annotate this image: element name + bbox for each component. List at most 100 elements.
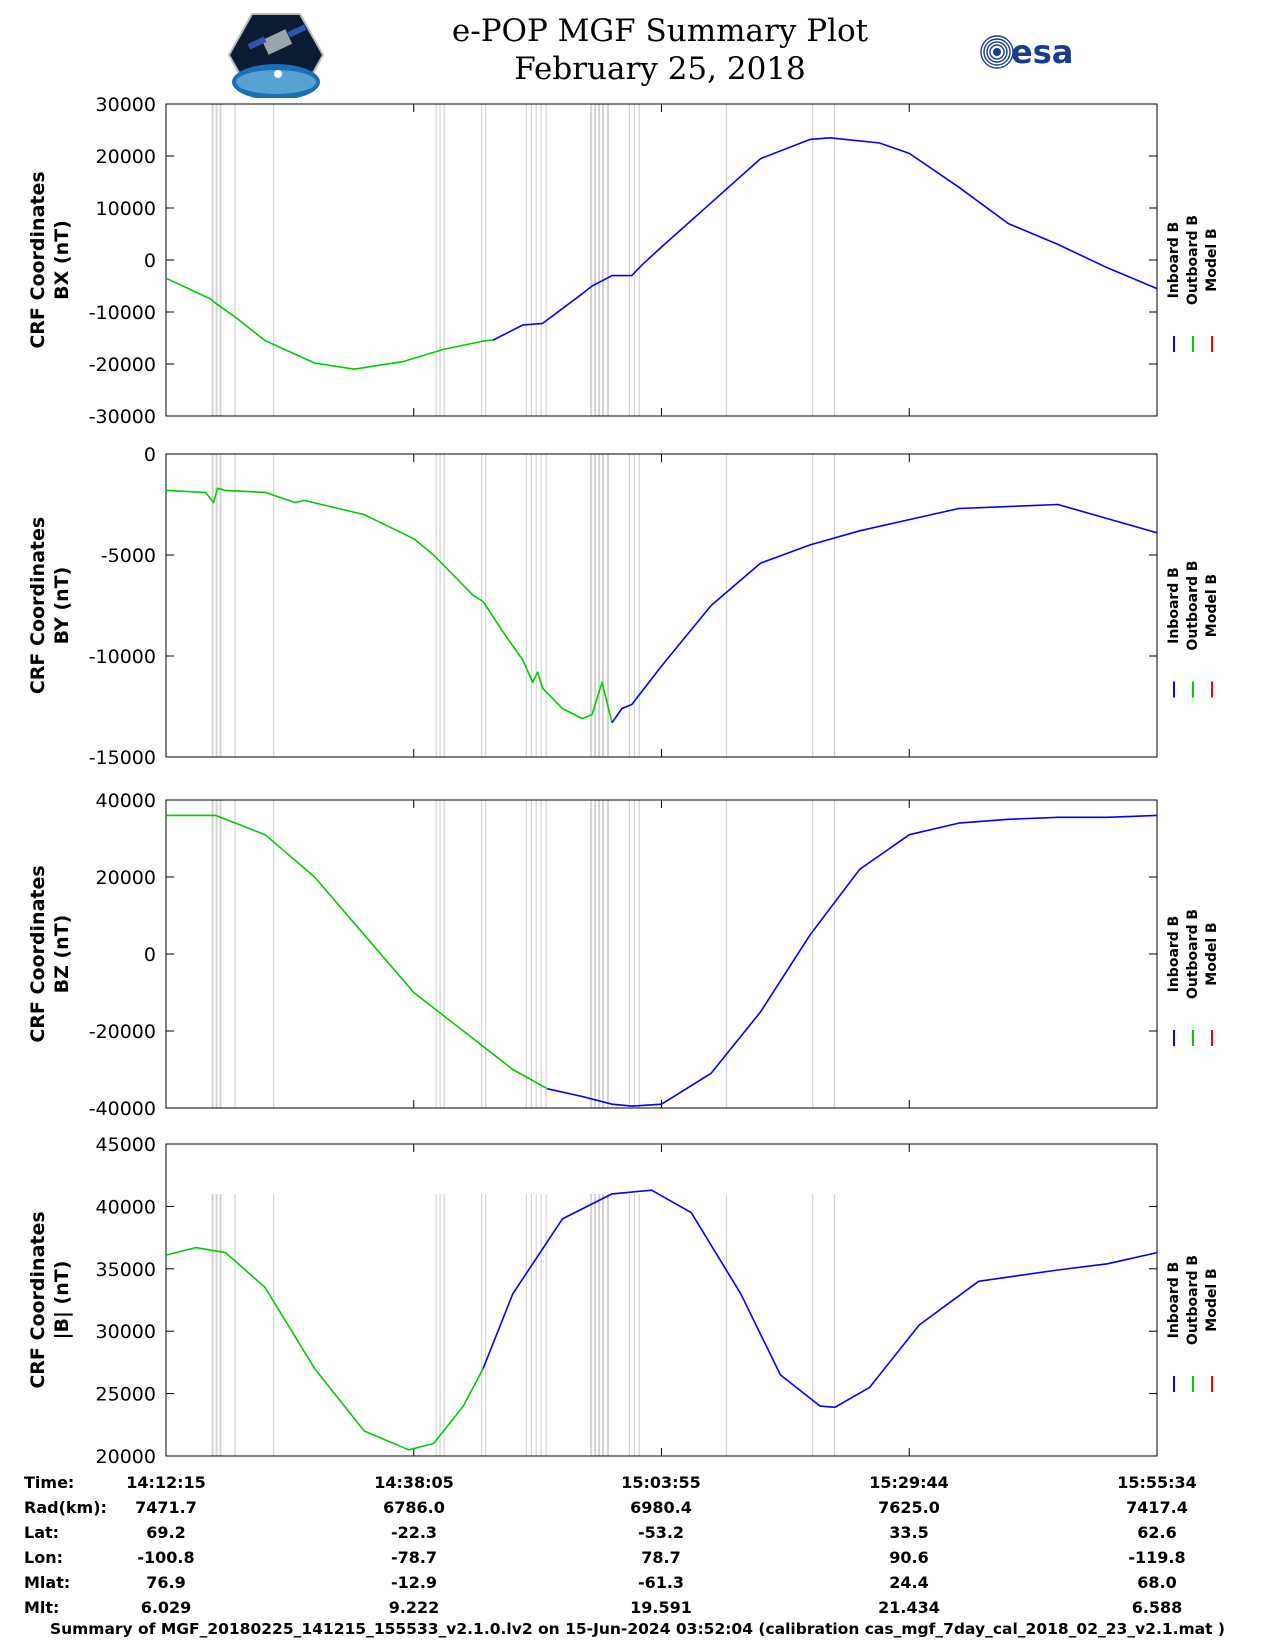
panel-1-ylabel-line2: BX (nT) bbox=[51, 220, 73, 300]
flag-interval-4-2 bbox=[215, 1194, 218, 1456]
panel-4-ytick-label-1: 40000 bbox=[96, 1196, 156, 1218]
panel-4-ytick-label-5: 20000 bbox=[96, 1446, 156, 1468]
ephemeris-row-label-5: Mlat: bbox=[24, 1573, 70, 1592]
panel-2-legend-label-1: Inboard B bbox=[1166, 567, 1182, 644]
flag-interval-3-9 bbox=[481, 800, 483, 1108]
flag-interval-1-25 bbox=[812, 104, 814, 416]
flag-interval-4-23 bbox=[638, 1194, 640, 1456]
ephemeris-cell-4-2: -78.7 bbox=[391, 1548, 437, 1567]
flag-interval-2-3 bbox=[219, 454, 222, 757]
ephemeris-cell-1-1: 14:12:15 bbox=[126, 1473, 206, 1492]
title-line-1: e-POP MGF Summary Plot bbox=[451, 13, 869, 49]
ephemeris-cell-1-5: 15:55:34 bbox=[1117, 1473, 1197, 1492]
flag-interval-4-21 bbox=[628, 1194, 630, 1456]
flag-interval-1-19 bbox=[602, 104, 604, 416]
flag-interval-3-18 bbox=[598, 800, 601, 1108]
flag-interval-4-22 bbox=[633, 1194, 635, 1456]
flag-interval-1-23 bbox=[638, 104, 640, 416]
panel-2-legend-label-3: Model B bbox=[1204, 574, 1220, 637]
flag-interval-2-24 bbox=[725, 454, 728, 757]
flag-interval-3-3 bbox=[219, 800, 222, 1108]
esa-logo-text: esa bbox=[1011, 33, 1073, 71]
flag-interval-2-20 bbox=[607, 454, 609, 757]
esa-logo: esa bbox=[980, 33, 1073, 71]
flag-interval-2-18 bbox=[598, 454, 601, 757]
flag-interval-1-26 bbox=[833, 104, 836, 416]
ephemeris-cell-6-4: 21.434 bbox=[878, 1598, 940, 1617]
flag-interval-2-4 bbox=[234, 454, 236, 757]
ephemeris-row-label-6: Mlt: bbox=[24, 1598, 59, 1617]
flag-interval-2-22 bbox=[633, 454, 635, 757]
flag-interval-1-13 bbox=[535, 104, 537, 416]
flag-interval-1-2 bbox=[215, 104, 218, 416]
ephemeris-cell-4-1: -100.8 bbox=[137, 1548, 194, 1567]
flag-interval-3-4 bbox=[234, 800, 236, 1108]
flag-interval-3-19 bbox=[602, 800, 604, 1108]
ephemeris-cell-2-2: 6786.0 bbox=[383, 1498, 445, 1517]
panel-1-legend-label-2: Outboard B bbox=[1185, 215, 1201, 305]
panel-2-ytick-label-0: 0 bbox=[144, 444, 156, 466]
flag-interval-2-14 bbox=[540, 454, 542, 757]
ephemeris-cell-6-1: 6.029 bbox=[141, 1598, 192, 1617]
panel-3-ytick-label-0: 40000 bbox=[96, 790, 156, 812]
flag-interval-2-26 bbox=[833, 454, 836, 757]
panel-1-frame bbox=[165, 103, 1158, 417]
ephemeris-cell-1-3: 15:03:55 bbox=[621, 1473, 701, 1492]
flag-interval-2-11 bbox=[525, 454, 527, 757]
panel-2-ytick-label-1: -5000 bbox=[101, 545, 156, 567]
panel-3-legend-label-2: Outboard B bbox=[1185, 909, 1201, 999]
flag-interval-4-11 bbox=[525, 1194, 527, 1456]
panel-4-ytick-label-0: 45000 bbox=[96, 1134, 156, 1156]
flag-interval-1-12 bbox=[530, 104, 532, 416]
panel-1-ytick-label-2: 10000 bbox=[96, 198, 156, 220]
ephemeris-cell-5-1: 76.9 bbox=[146, 1573, 185, 1592]
flag-interval-2-17 bbox=[594, 454, 597, 757]
ephemeris-cell-6-3: 19.591 bbox=[630, 1598, 692, 1617]
ephemeris-cell-1-2: 14:38:05 bbox=[374, 1473, 454, 1492]
ephemeris-cell-4-4: 90.6 bbox=[889, 1548, 928, 1567]
flag-interval-4-18 bbox=[598, 1194, 601, 1456]
flag-interval-3-22 bbox=[633, 800, 635, 1108]
ephemeris-cell-1-4: 15:29:44 bbox=[869, 1473, 949, 1492]
panel-4-ytick-label-4: 25000 bbox=[96, 1384, 156, 1406]
panel-3-ytick-label-2: 0 bbox=[144, 944, 156, 966]
ephemeris-cell-3-2: -22.3 bbox=[391, 1523, 437, 1542]
panel-3-legend-label-1: Inboard B bbox=[1166, 916, 1182, 993]
flag-interval-1-24 bbox=[725, 104, 728, 416]
flag-interval-4-15 bbox=[545, 1194, 547, 1456]
flag-interval-3-7 bbox=[439, 800, 441, 1108]
panel-3-legend-label-3: Model B bbox=[1204, 922, 1220, 985]
flag-interval-1-8 bbox=[443, 104, 445, 416]
flag-interval-1-9 bbox=[481, 104, 483, 416]
title-line-2: February 25, 2018 bbox=[514, 51, 806, 87]
flag-interval-3-13 bbox=[535, 800, 537, 1108]
ephemeris-cell-3-3: -53.2 bbox=[638, 1523, 684, 1542]
flag-interval-3-26 bbox=[833, 800, 836, 1108]
panel-1-legend-label-3: Model B bbox=[1204, 228, 1220, 291]
panel-2-outboard-series bbox=[165, 487, 613, 723]
flag-interval-3-11 bbox=[525, 800, 527, 1108]
panel-4-ytick-label-3: 30000 bbox=[96, 1321, 156, 1343]
panel-2-ylabel-line1: CRF Coordinates bbox=[27, 517, 49, 694]
panel-4-ylabel-line2: |B| (nT) bbox=[51, 1261, 73, 1340]
flag-interval-3-6 bbox=[435, 800, 437, 1108]
flag-interval-1-7 bbox=[439, 104, 441, 416]
flag-interval-1-17 bbox=[594, 104, 597, 416]
flag-interval-1-15 bbox=[545, 104, 547, 416]
panel-3-ylabel-line1: CRF Coordinates bbox=[27, 865, 49, 1042]
flag-interval-2-12 bbox=[530, 454, 532, 757]
flag-interval-1-5 bbox=[273, 104, 275, 416]
flag-interval-2-13 bbox=[535, 454, 537, 757]
ephemeris-cell-3-5: 62.6 bbox=[1137, 1523, 1176, 1542]
flag-interval-1-6 bbox=[435, 104, 437, 416]
panel-2-ytick-label-3: -15000 bbox=[89, 747, 156, 769]
panel-3-ytick-label-1: 20000 bbox=[96, 867, 156, 889]
flag-interval-3-21 bbox=[628, 800, 630, 1108]
ephemeris-cell-3-1: 69.2 bbox=[146, 1523, 185, 1542]
flag-interval-2-9 bbox=[481, 454, 483, 757]
panel-4-outboard-series bbox=[165, 1246, 484, 1451]
flag-interval-1-18 bbox=[598, 104, 601, 416]
ephemeris-cell-5-4: 24.4 bbox=[889, 1573, 928, 1592]
flag-interval-4-10 bbox=[485, 1194, 487, 1456]
panel-1-ytick-label-5: -20000 bbox=[89, 354, 156, 376]
